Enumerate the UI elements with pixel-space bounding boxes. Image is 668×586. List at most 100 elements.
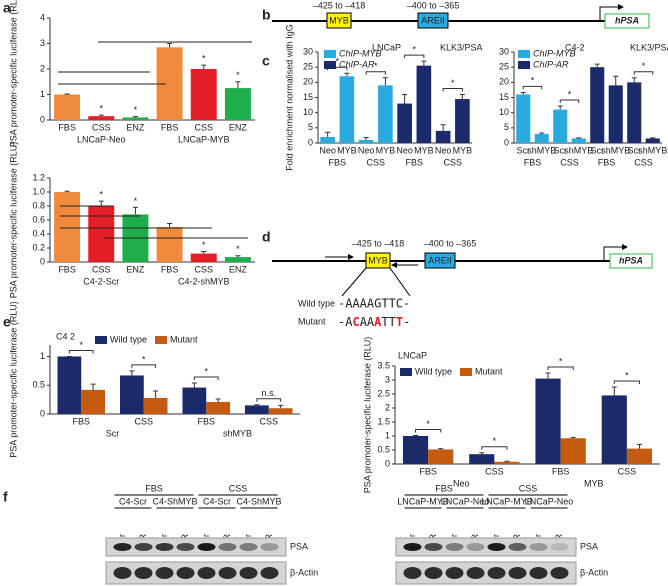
condition-label: CSS: [229, 483, 248, 493]
arrow-head: [622, 244, 628, 250]
sequence: -ACAAATTT-: [338, 315, 410, 329]
bar: [627, 82, 642, 143]
band: [466, 567, 485, 579]
sequence-part: T: [396, 315, 403, 329]
error-bar: [278, 404, 284, 409]
group-label: FBS: [524, 157, 542, 167]
cell-line-label: C4-ShMYB: [236, 496, 281, 506]
band: [176, 543, 195, 551]
bar: [516, 94, 531, 143]
bracket: [442, 87, 463, 92]
error-bar: [98, 200, 104, 206]
band: [134, 543, 153, 551]
y-tick-label: 15: [303, 92, 313, 102]
bar: [402, 436, 429, 464]
box-label: AREII: [421, 15, 445, 25]
group-label: FBS: [328, 157, 346, 167]
y-tick-label: 25: [303, 62, 313, 72]
y-tick-label: 10: [499, 107, 509, 117]
bar: [268, 408, 293, 414]
bracket: [559, 99, 580, 103]
group-label: CSS: [366, 157, 385, 167]
bar: [245, 405, 269, 414]
bar: [378, 85, 393, 143]
significance-mark: *: [412, 44, 416, 54]
bar: [54, 94, 81, 120]
legend-label: Wild type: [110, 334, 147, 344]
x-tick-label: CSS: [618, 466, 637, 476]
chart-title: C4-2: [565, 42, 585, 52]
error-bar: [235, 255, 241, 258]
legend-label: ChIP-AR: [533, 59, 569, 69]
significance-mark: *: [493, 436, 497, 446]
error-bar: [132, 116, 138, 118]
western-blot: FBSCSSC4-ScrC4-ShMYBC4-ScrC4-ShMYBsiScrs…: [105, 483, 318, 585]
legend-swatch: [518, 50, 530, 58]
band: [239, 567, 258, 579]
significance-mark: *: [625, 370, 629, 380]
band: [508, 567, 527, 579]
x-tick-label: Scr: [628, 145, 642, 155]
error-bar: [64, 93, 70, 95]
y-tick-label: 30: [303, 46, 313, 56]
error-bar: [440, 124, 446, 131]
significance-mark: *: [642, 61, 646, 71]
error-bar: [153, 390, 159, 398]
chart-subtitle: KLK3/PSA: [630, 42, 668, 52]
chart: 0 1 2 3 4 PSA promoter-specific luciferase (R…: [8, 0, 255, 147]
y-axis-label: PSA promoter-specific luciferase (RLU): [8, 142, 18, 299]
significance-mark: *: [559, 356, 563, 366]
y-axis-label: PSA promoter-specific luciferase (RLU): [8, 0, 18, 147]
bar: [435, 130, 451, 143]
bar: [88, 116, 115, 120]
sequence-label: Mutant: [298, 316, 326, 326]
bracket: [256, 398, 282, 402]
x-tick-label: CSS: [194, 122, 213, 132]
significance-mark: *: [335, 57, 339, 67]
band: [424, 567, 443, 579]
error-bar: [344, 72, 350, 77]
y-tick-label: 0: [308, 137, 313, 147]
y-tick-label: 0: [40, 256, 45, 266]
significance-mark: *: [236, 244, 240, 254]
band: [176, 567, 195, 579]
cell-line-label: C4-Scr: [203, 496, 231, 506]
legend-swatch: [460, 368, 472, 376]
y-tick-label: 5: [308, 122, 313, 132]
y-tick-label: 20: [303, 77, 313, 87]
error-bar: [98, 114, 104, 117]
bracket: [415, 428, 442, 433]
bar: [88, 206, 115, 262]
bar: [206, 401, 230, 414]
error-bar: [90, 383, 96, 390]
legend-swatch: [95, 336, 107, 344]
group-label: CSS: [634, 157, 653, 167]
group-label: FBS: [598, 157, 616, 167]
band: [113, 543, 132, 551]
y-tick-label: 0.8: [32, 200, 45, 210]
bar: [358, 139, 374, 143]
chart: 0 0.5 1 PSA promoter-specific luciferase (R…: [8, 301, 300, 458]
sequence-part: A: [374, 315, 382, 329]
gene-label: hPSA: [619, 255, 643, 265]
sequence-part: -: [403, 315, 410, 329]
y-tick-label: 2.5: [377, 388, 390, 398]
bracket: [193, 376, 219, 380]
significance-mark: *: [202, 54, 206, 64]
error-bar: [459, 93, 465, 100]
panel-label: f: [3, 489, 8, 505]
x-tick-label: MYB: [453, 145, 473, 155]
band: [466, 543, 485, 551]
error-bar: [201, 251, 207, 254]
bracket: [633, 71, 654, 75]
band: [218, 567, 237, 579]
band: [487, 567, 506, 579]
error-bar: [129, 370, 135, 376]
bar: [339, 76, 355, 143]
protein-label: PSA: [290, 541, 308, 551]
x-tick-label: FBS: [58, 122, 76, 132]
chart: 051015202530C4-2KLK3/PSAScrshMYBScrshMYB…: [499, 42, 668, 167]
myb-box: [365, 252, 391, 269]
error-bar: [421, 60, 427, 66]
y-tick-label: 0.2: [32, 242, 45, 252]
